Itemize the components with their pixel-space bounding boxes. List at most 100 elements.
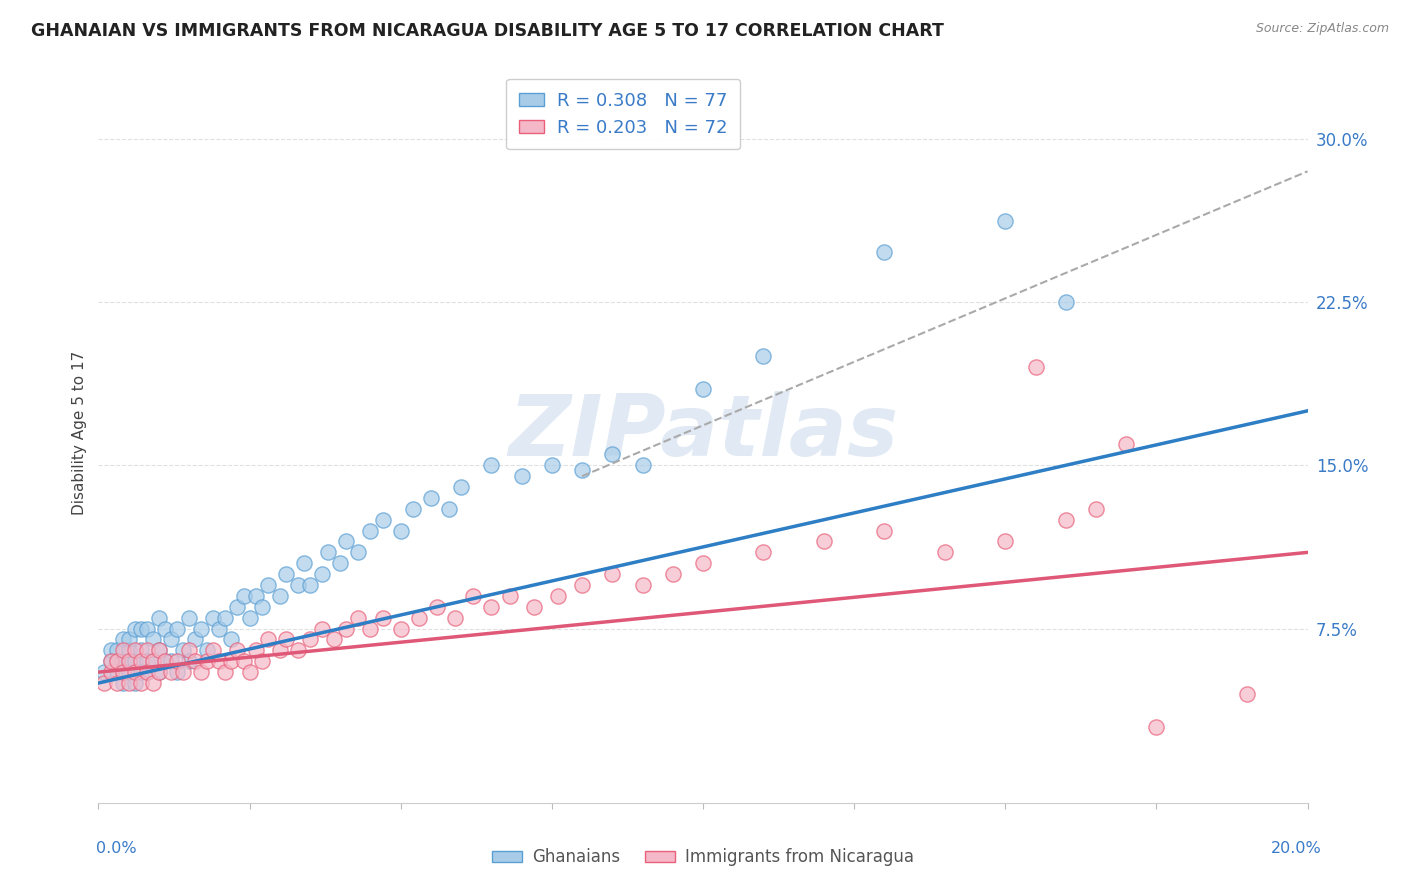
Point xyxy=(142,654,165,668)
Point xyxy=(93,676,115,690)
Point xyxy=(135,665,157,680)
Point xyxy=(153,654,176,668)
Point xyxy=(402,501,425,516)
Point xyxy=(873,524,896,538)
Point xyxy=(124,622,146,636)
Point xyxy=(510,469,533,483)
Point xyxy=(202,611,225,625)
Point xyxy=(111,676,134,690)
Point xyxy=(299,578,322,592)
Point xyxy=(311,622,333,636)
Point xyxy=(142,676,165,690)
Point xyxy=(752,545,775,559)
Point xyxy=(311,567,333,582)
Point xyxy=(323,632,346,647)
Point xyxy=(1054,295,1077,310)
Point xyxy=(329,556,352,570)
Point xyxy=(124,665,146,680)
Point xyxy=(214,665,236,680)
Point xyxy=(371,611,394,625)
Text: Source: ZipAtlas.com: Source: ZipAtlas.com xyxy=(1256,22,1389,36)
Point xyxy=(994,534,1017,549)
Point xyxy=(100,654,122,668)
Point xyxy=(160,632,183,647)
Point xyxy=(214,611,236,625)
Point xyxy=(118,654,141,668)
Point xyxy=(245,589,267,603)
Point xyxy=(179,643,201,657)
Point xyxy=(129,622,152,636)
Point xyxy=(118,654,141,668)
Point xyxy=(118,665,141,680)
Point xyxy=(256,632,278,647)
Point xyxy=(105,643,128,657)
Point xyxy=(873,244,896,259)
Legend: R = 0.308   N = 77, R = 0.203   N = 72: R = 0.308 N = 77, R = 0.203 N = 72 xyxy=(506,78,740,149)
Point xyxy=(195,654,218,668)
Point xyxy=(135,665,157,680)
Point xyxy=(692,556,714,570)
Point xyxy=(232,654,254,668)
Point xyxy=(111,665,134,680)
Point xyxy=(124,643,146,657)
Point xyxy=(347,545,370,559)
Point xyxy=(274,567,297,582)
Point xyxy=(184,654,207,668)
Point xyxy=(129,643,152,657)
Point xyxy=(166,622,188,636)
Point xyxy=(934,545,956,559)
Point xyxy=(124,676,146,690)
Point xyxy=(221,632,243,647)
Point xyxy=(135,622,157,636)
Point xyxy=(1085,501,1108,516)
Legend: Ghanaians, Immigrants from Nicaragua: Ghanaians, Immigrants from Nicaragua xyxy=(485,842,921,873)
Point xyxy=(153,622,176,636)
Point xyxy=(226,599,249,614)
Point xyxy=(124,654,146,668)
Point xyxy=(389,622,412,636)
Point xyxy=(100,665,122,680)
Point xyxy=(420,491,443,505)
Point xyxy=(148,665,170,680)
Point xyxy=(299,632,322,647)
Point xyxy=(547,589,569,603)
Point xyxy=(360,622,382,636)
Point xyxy=(347,611,370,625)
Point xyxy=(450,480,472,494)
Point xyxy=(813,534,835,549)
Point xyxy=(172,643,194,657)
Point xyxy=(105,676,128,690)
Point xyxy=(166,665,188,680)
Text: 0.0%: 0.0% xyxy=(96,841,136,856)
Point xyxy=(129,654,152,668)
Point xyxy=(292,556,315,570)
Point xyxy=(100,654,122,668)
Point xyxy=(179,654,201,668)
Point xyxy=(269,643,291,657)
Point xyxy=(153,654,176,668)
Point xyxy=(408,611,430,625)
Point xyxy=(1115,436,1137,450)
Point xyxy=(631,578,654,592)
Point xyxy=(226,643,249,657)
Point xyxy=(335,622,357,636)
Point xyxy=(602,567,624,582)
Point xyxy=(208,654,231,668)
Point xyxy=(481,599,503,614)
Point xyxy=(692,382,714,396)
Point xyxy=(1236,687,1258,701)
Point xyxy=(994,214,1017,228)
Point xyxy=(135,643,157,657)
Point xyxy=(111,632,134,647)
Point xyxy=(208,622,231,636)
Point xyxy=(166,654,188,668)
Point xyxy=(444,611,467,625)
Point xyxy=(631,458,654,473)
Point xyxy=(245,643,267,657)
Point xyxy=(256,578,278,592)
Point xyxy=(148,665,170,680)
Point xyxy=(100,643,122,657)
Point xyxy=(142,632,165,647)
Point xyxy=(118,676,141,690)
Point xyxy=(190,665,212,680)
